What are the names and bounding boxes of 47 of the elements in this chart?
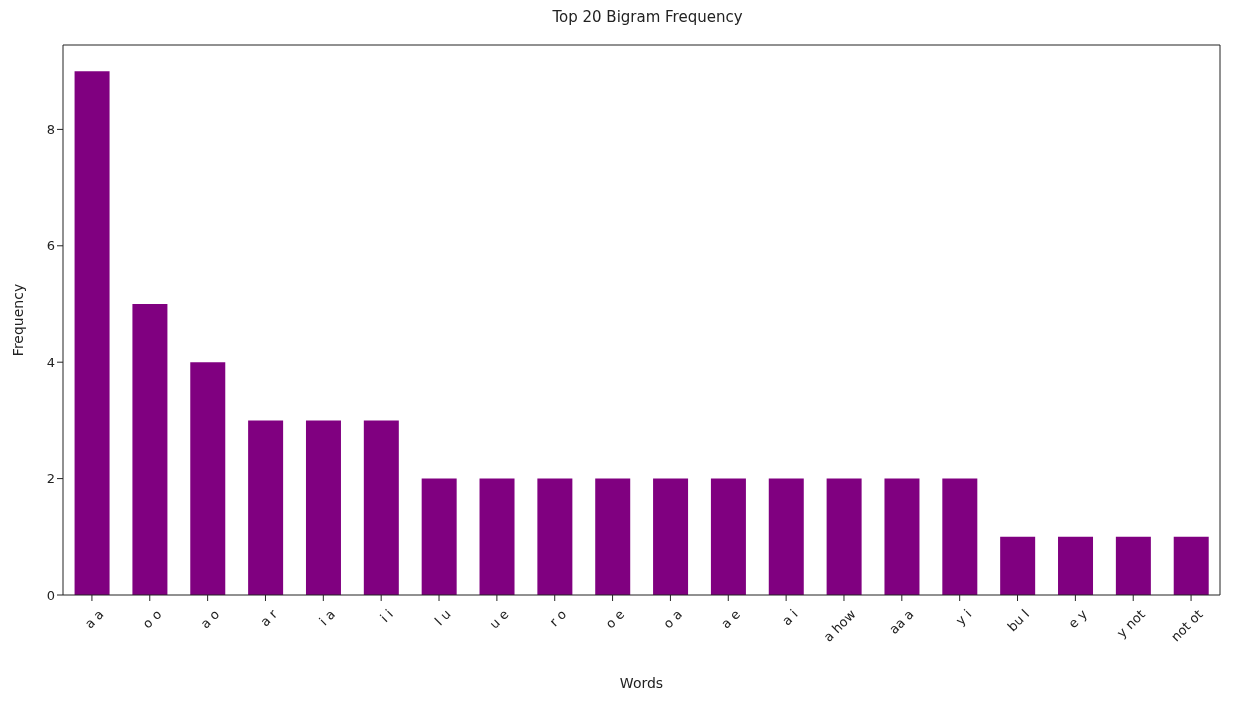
x-tick-label: i i xyxy=(377,606,396,626)
x-axis-title: Words xyxy=(619,675,664,691)
bar xyxy=(305,420,341,595)
bar xyxy=(421,478,457,595)
y-tick-label: 6 xyxy=(46,238,55,254)
x-tick-label: not ot xyxy=(1167,606,1206,645)
bar xyxy=(884,478,920,595)
bar xyxy=(768,478,804,595)
x-tick-label: a r xyxy=(257,606,281,630)
x-tick-label: o a xyxy=(660,606,686,632)
bar xyxy=(363,420,399,595)
bar xyxy=(537,478,573,595)
bar xyxy=(710,478,746,595)
x-tick-label: a i xyxy=(779,606,801,629)
y-tick-label: 2 xyxy=(46,471,55,487)
bar xyxy=(1058,536,1094,595)
y-tick-label: 0 xyxy=(46,587,55,603)
x-tick-label: a a xyxy=(81,606,107,632)
x-tick-label: o o xyxy=(139,606,165,632)
x-tick-label: y not xyxy=(1113,606,1148,641)
bar xyxy=(826,478,862,595)
bar xyxy=(190,362,226,595)
bar xyxy=(1173,536,1209,595)
x-tick-label: l u xyxy=(431,606,454,629)
x-tick-label: i a xyxy=(316,606,338,629)
x-tick-label: r o xyxy=(546,606,570,630)
y-axis-title: Frequency xyxy=(9,283,26,357)
bar xyxy=(132,303,168,595)
x-tick-label: e y xyxy=(1065,606,1091,632)
bar xyxy=(942,478,978,595)
bar xyxy=(595,478,631,595)
bar xyxy=(74,71,110,595)
x-tick-label: o e xyxy=(602,606,628,632)
bar xyxy=(653,478,689,595)
bar xyxy=(248,420,284,595)
y-tick-label: 8 xyxy=(46,122,55,138)
bar xyxy=(1115,536,1151,595)
x-tick-label: bu l xyxy=(1004,606,1033,635)
x-tick-label: u e xyxy=(486,606,512,632)
x-tick-label: y i xyxy=(952,606,975,629)
x-tick-label: a e xyxy=(718,606,743,632)
x-tick-label: a o xyxy=(197,606,223,632)
bar xyxy=(479,478,515,595)
bar xyxy=(1000,536,1036,595)
y-tick-label: 4 xyxy=(46,354,55,370)
chart-title: Top 20 Bigram Frequency xyxy=(551,8,744,28)
x-tick-label: aa a xyxy=(886,606,917,637)
